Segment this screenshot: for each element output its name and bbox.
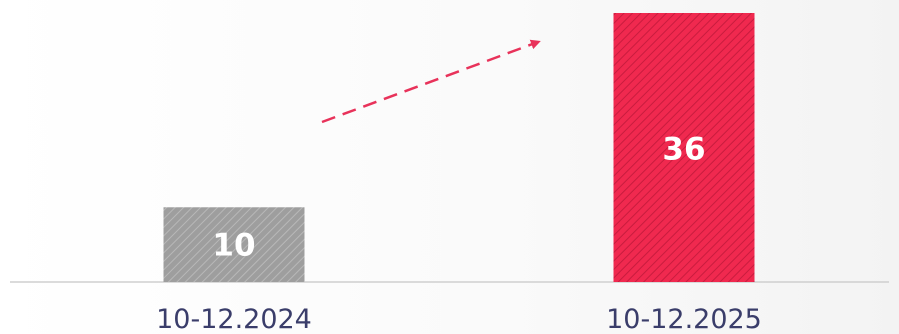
bar-value-label: 10 (212, 228, 255, 264)
bar-value-label: 36 (662, 132, 705, 168)
bar-10-12.2025 (613, 13, 755, 282)
bar-10-12.2024 (163, 207, 305, 282)
category-label: 10-12.2024 (156, 304, 312, 334)
category-label: 10-12.2025 (606, 304, 762, 334)
bars-group (163, 13, 755, 282)
trend-arrow (321, 39, 541, 124)
labels-group: 10 10-12.2024 36 10-12.2025 (156, 132, 762, 334)
